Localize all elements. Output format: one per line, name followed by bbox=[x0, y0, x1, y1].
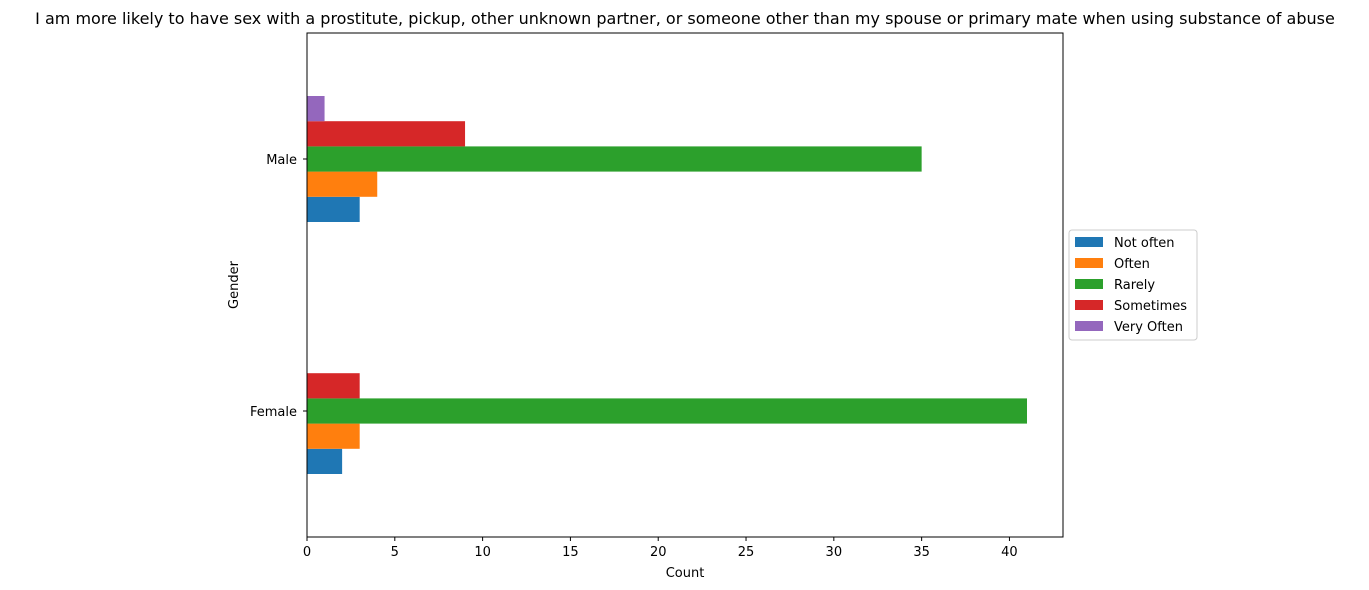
legend-swatch bbox=[1075, 321, 1103, 331]
bar-female-sometimes bbox=[307, 373, 360, 399]
bar-female-often bbox=[307, 423, 360, 449]
legend-label: Not often bbox=[1114, 236, 1175, 251]
x-tick-label: 25 bbox=[738, 545, 755, 560]
legend-swatch bbox=[1075, 300, 1103, 310]
bar-male-often bbox=[307, 171, 378, 197]
plot-frame bbox=[306, 32, 1064, 538]
x-tick-label: 30 bbox=[826, 545, 843, 560]
bar-female-rarely bbox=[307, 398, 1027, 424]
x-tick-label: 35 bbox=[913, 545, 930, 560]
legend-label: Very Often bbox=[1114, 320, 1183, 335]
bar-male-very-often bbox=[307, 96, 325, 122]
x-tick-label: 0 bbox=[303, 545, 311, 560]
legend-label: Often bbox=[1114, 257, 1150, 272]
legend-swatch bbox=[1075, 258, 1103, 268]
bar-male-sometimes bbox=[307, 121, 466, 147]
y-tick-label: Female bbox=[250, 405, 297, 420]
x-tick-label: 5 bbox=[391, 545, 399, 560]
x-tick-label: 20 bbox=[650, 545, 667, 560]
y-axis-label: Gender bbox=[227, 260, 242, 309]
x-axis-label: Count bbox=[666, 566, 705, 581]
legend-label: Sometimes bbox=[1114, 299, 1187, 314]
y-tick-label: Male bbox=[266, 153, 297, 168]
x-tick-label: 15 bbox=[562, 545, 579, 560]
x-axis-ticks: 0 5 10 15 20 25 30 35 40 bbox=[303, 537, 1018, 560]
legend-swatch bbox=[1075, 279, 1103, 289]
bar-female-not-often bbox=[307, 448, 343, 474]
y-axis-ticks: Female Male bbox=[250, 153, 307, 420]
legend-label: Rarely bbox=[1114, 278, 1155, 293]
x-tick-label: 40 bbox=[1001, 545, 1018, 560]
bars-group bbox=[307, 96, 1027, 474]
chart-title: I am more likely to have sex with a pros… bbox=[35, 9, 1335, 28]
x-tick-label: 10 bbox=[474, 545, 491, 560]
legend-frame bbox=[1068, 229, 1198, 341]
legend-swatch bbox=[1075, 237, 1103, 247]
bar-male-not-often bbox=[307, 196, 360, 222]
legend: Not often Often Rarely Sometimes Very Often bbox=[1068, 229, 1198, 341]
bar-male-rarely bbox=[307, 146, 922, 172]
